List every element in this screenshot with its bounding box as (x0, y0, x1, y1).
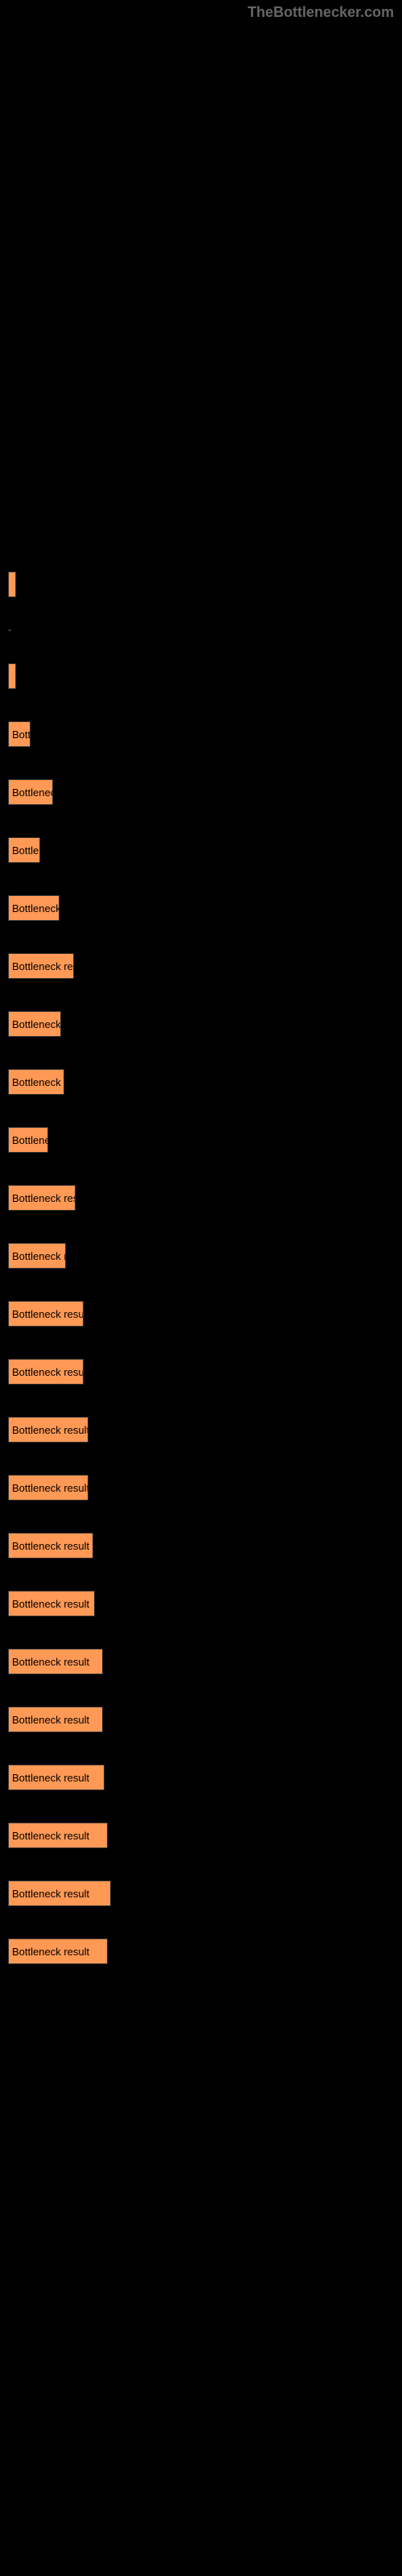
bar: Bottleneck result (8, 1823, 108, 1848)
bar: Bottleneck result (8, 1591, 95, 1616)
bar-row: Bottleneck result (8, 1533, 394, 1558)
bar-row: Bottleneck result (8, 1359, 394, 1385)
bar-row (8, 663, 394, 689)
bar: Bottlenec (8, 1127, 48, 1153)
bar-row: Bottlenec (8, 1127, 394, 1153)
bar-row: Bottleneck result (8, 1823, 394, 1848)
bar (8, 663, 16, 689)
bar-row: Bottleneck result (8, 1880, 394, 1906)
bar (8, 572, 16, 597)
bar-row: Bottleneck r (8, 1011, 394, 1037)
bar-row: Bottleneck result (8, 1475, 394, 1501)
bar: Bottlen (8, 837, 40, 863)
bar: Bottleneck re (8, 1243, 66, 1269)
bar: Bottleneck (8, 779, 53, 805)
bar-row (8, 572, 394, 597)
bar-row: Bottleneck result (8, 1417, 394, 1443)
bar-row: Bottleneck result (8, 1301, 394, 1327)
bar-row: Bottle (8, 721, 394, 747)
bar-row: Bottleneck result (8, 1765, 394, 1790)
bar: Bottleneck resu (8, 1185, 76, 1211)
bar: Bottleneck r (8, 1011, 61, 1037)
bar: Bottleneck result (8, 1475, 88, 1501)
bar: Bottleneck r (8, 895, 59, 921)
bar: Bottleneck result (8, 1880, 111, 1906)
bar: Bottleneck result (8, 1359, 84, 1385)
bar-row: Bottleneck result (8, 1649, 394, 1674)
bar-row: Bottleneck resu (8, 1185, 394, 1211)
bar-row: Bottleneck re (8, 1069, 394, 1095)
bar: Bottleneck result (8, 1649, 103, 1674)
bar: Bottleneck result (8, 1765, 105, 1790)
bar-row: Bottleneck resu (8, 953, 394, 979)
bar-row: Bottleneck (8, 779, 394, 805)
bar-row: Bottleneck re (8, 1243, 394, 1269)
watermark-text: TheBottlenecker.com (248, 4, 394, 21)
bar-row: Bottlen (8, 837, 394, 863)
bar-row: Bottleneck result (8, 1938, 394, 1964)
bar-row (8, 630, 394, 631)
bar: Bottleneck result (8, 1938, 108, 1964)
bar: Bottleneck re (8, 1069, 64, 1095)
chart-container: Bottle Bottleneck Bottlen Bottleneck r Bottl… (0, 564, 402, 2004)
bar: Bottle (8, 721, 31, 747)
bar: Bottleneck result (8, 1301, 84, 1327)
bar-row: Bottleneck result (8, 1591, 394, 1616)
bar: Bottleneck resu (8, 953, 74, 979)
bar-row: Bottleneck r (8, 895, 394, 921)
separator (8, 630, 11, 631)
bar: Bottleneck result (8, 1533, 93, 1558)
bar: Bottleneck result (8, 1707, 103, 1732)
bar: Bottleneck result (8, 1417, 88, 1443)
bar-row: Bottleneck result (8, 1707, 394, 1732)
